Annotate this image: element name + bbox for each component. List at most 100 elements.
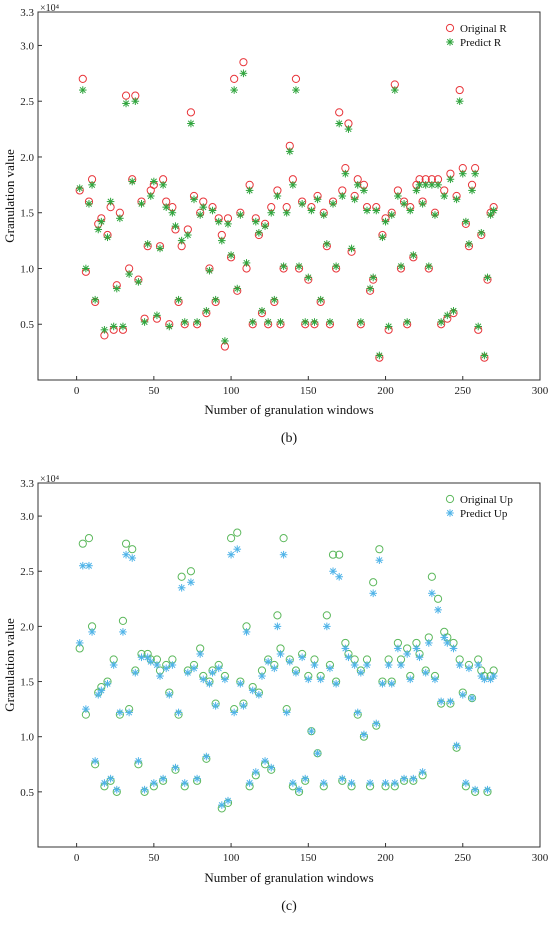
x-tick-label: 300 — [532, 385, 549, 397]
data-point-asterisk — [245, 779, 254, 787]
data-point-circle — [279, 534, 288, 543]
data-point-asterisk — [205, 266, 214, 275]
legend-label: Predict R — [460, 37, 502, 49]
y-tick-label: 2.0 — [20, 152, 34, 164]
data-point-asterisk — [122, 99, 130, 108]
data-point-asterisk — [190, 195, 198, 204]
data-point-asterisk — [218, 236, 226, 245]
data-point-circle — [78, 539, 87, 548]
x-tick-label: 0 — [74, 385, 80, 397]
data-point-circle — [121, 91, 131, 100]
data-point-asterisk — [97, 217, 106, 226]
data-point-asterisk — [310, 661, 319, 669]
data-point-asterisk — [140, 318, 149, 326]
data-point-asterisk — [131, 668, 140, 677]
data-point-asterisk — [88, 628, 96, 636]
data-point-asterisk — [177, 236, 186, 245]
data-point-circle — [433, 594, 443, 603]
y-tick-label: 2.5 — [20, 96, 34, 108]
plot-frame — [37, 482, 541, 848]
data-point-asterisk — [394, 644, 402, 653]
data-point-asterisk — [341, 644, 350, 653]
data-point-asterisk — [329, 200, 337, 208]
data-point-asterisk — [171, 222, 180, 230]
data-point-asterisk — [180, 318, 189, 326]
data-point-asterisk — [335, 572, 343, 581]
data-point-asterisk — [403, 318, 411, 326]
data-point-asterisk — [156, 244, 164, 253]
data-point-asterisk — [156, 672, 164, 680]
data-point-asterisk — [338, 192, 347, 200]
data-point-asterisk — [458, 690, 467, 699]
x-tick-label: 50 — [148, 385, 160, 397]
data-point-asterisk — [258, 672, 266, 680]
data-point-asterisk — [462, 217, 470, 226]
data-point-asterisk — [316, 295, 325, 304]
data-point-asterisk — [122, 550, 130, 559]
y-tick-label: 3.0 — [20, 40, 34, 52]
data-point-asterisk — [403, 650, 411, 658]
data-point-asterisk — [279, 262, 288, 271]
data-point-asterisk — [449, 644, 458, 653]
data-point-asterisk — [341, 169, 350, 178]
panel-caption: (b) — [281, 431, 298, 446]
data-point-asterisk — [347, 244, 356, 253]
data-point-asterisk — [116, 708, 124, 717]
data-point-circle — [335, 108, 344, 117]
data-point-circle — [186, 567, 196, 576]
data-point-asterisk — [418, 200, 427, 208]
data-point-asterisk — [193, 774, 201, 783]
data-point-asterisk — [338, 774, 347, 783]
y-tick-label: 1.0 — [20, 263, 34, 275]
data-point-asterisk — [437, 697, 445, 706]
data-point-circle — [322, 611, 331, 620]
data-point-asterisk — [474, 322, 483, 331]
data-point-asterisk — [174, 295, 183, 304]
data-point-asterisk — [261, 222, 269, 230]
data-point-asterisk — [82, 264, 90, 273]
data-point-circle — [369, 578, 378, 587]
legend-label: Predict Up — [460, 508, 508, 520]
data-point-asterisk — [372, 719, 381, 728]
data-point-asterisk — [162, 203, 171, 211]
x-axis-title: Number of granulation windows — [204, 870, 373, 885]
data-point-asterisk — [91, 757, 99, 765]
data-point-asterisk — [313, 749, 322, 758]
data-point-asterisk — [137, 653, 146, 662]
data-point-asterisk — [165, 690, 174, 699]
data-point-asterisk — [85, 200, 93, 208]
data-point-circle — [121, 539, 131, 548]
legend-marker-circle — [445, 23, 455, 33]
x-tick-label: 100 — [223, 852, 240, 864]
data-point-asterisk — [440, 633, 449, 642]
x-tick-label: 300 — [532, 852, 549, 864]
data-point-asterisk — [471, 785, 479, 794]
data-point-asterisk — [363, 206, 371, 215]
data-point-asterisk — [255, 690, 263, 699]
series-1 — [75, 69, 498, 360]
data-point-asterisk — [261, 757, 269, 765]
legend-marker-circle — [445, 494, 455, 504]
data-point-circle — [78, 74, 87, 84]
y-tick-label: 1.0 — [20, 732, 34, 744]
data-point-asterisk — [236, 679, 245, 688]
data-point-asterisk — [184, 668, 192, 677]
data-point-asterisk — [289, 779, 297, 787]
data-point-asterisk — [230, 86, 238, 94]
y-tick-label: 3.3 — [20, 478, 34, 490]
data-point-circle — [239, 58, 248, 67]
data-point-asterisk — [409, 251, 418, 259]
data-point-asterisk — [446, 175, 455, 184]
data-point-asterisk — [292, 668, 300, 677]
x-tick-label: 150 — [300, 852, 317, 864]
data-point-asterisk — [112, 284, 121, 293]
data-point-asterisk — [289, 181, 297, 189]
data-point-asterisk — [335, 119, 343, 128]
data-point-asterisk — [384, 661, 393, 669]
x-tick-label: 0 — [74, 852, 80, 864]
data-point-asterisk — [276, 650, 285, 658]
data-point-asterisk — [128, 177, 137, 186]
data-point-asterisk — [143, 240, 152, 248]
data-point-asterisk — [171, 763, 180, 772]
